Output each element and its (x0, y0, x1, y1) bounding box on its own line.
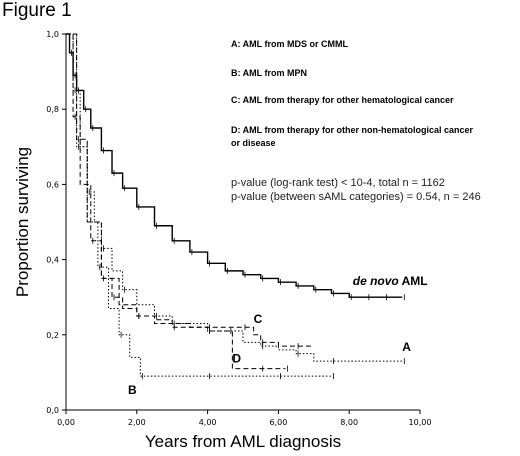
y-tick-label: 0,6 (46, 180, 59, 189)
figure-title: Figure 1 (2, 0, 72, 21)
curve-label-italic: de novo (353, 274, 399, 288)
x-axis-label: Years from AML diagnosis (145, 432, 341, 451)
curve-label: de novo AML (353, 274, 428, 288)
curve-label-rest: AML (399, 274, 428, 288)
legend-entry-line: D: AML from therapy for other non-hemato… (231, 125, 474, 135)
y-tick-label: 0,2 (46, 331, 59, 340)
survival-curve (66, 33, 403, 298)
survival-curves (66, 33, 405, 380)
curve-label: A (402, 340, 411, 354)
p-value-annotation: p-value (log-rank test) < 10-4, total n … (231, 177, 445, 189)
legend-entry: A: AML from MDS or CMML (231, 39, 348, 49)
x-tick-label: 2,00 (128, 418, 146, 427)
axes: 0,00 2,00 4,00 6,00 8,00 10,00 0,0 0,2 0,4 0,6 0,8… (46, 30, 431, 427)
legend-entry: C: AML from therapy for other hematologi… (231, 95, 454, 105)
y-tick-label: 1,0 (46, 30, 59, 39)
x-tick-label: 4,00 (199, 418, 217, 427)
survival-curve (66, 33, 286, 370)
legend-entry: D: AML from therapy for other non-hemato… (231, 125, 474, 148)
chart-labels: Years from AML diagnosis Proportion survi… (13, 39, 481, 451)
x-tick-label: 8,00 (340, 418, 358, 427)
x-tick-label: 6,00 (269, 418, 287, 427)
curve-label: B (128, 383, 137, 397)
x-tick-label: 0,00 (57, 418, 75, 427)
p-value-annotation: p-value (between sAML categories) = 0.54… (231, 191, 481, 203)
curve-label: D (232, 352, 241, 366)
x-tick-label: 10,00 (409, 418, 432, 427)
legend-entry: B: AML from MPN (231, 68, 307, 78)
y-tick-label: 0,8 (46, 105, 59, 114)
curve-label: C (254, 312, 263, 326)
y-tick-label: 0,0 (46, 406, 59, 415)
legend-entry-line: or disease (231, 138, 276, 148)
survival-curve (66, 33, 332, 377)
y-axis-label: Proportion surviving (13, 147, 32, 297)
y-tick-label: 0,4 (46, 256, 59, 265)
